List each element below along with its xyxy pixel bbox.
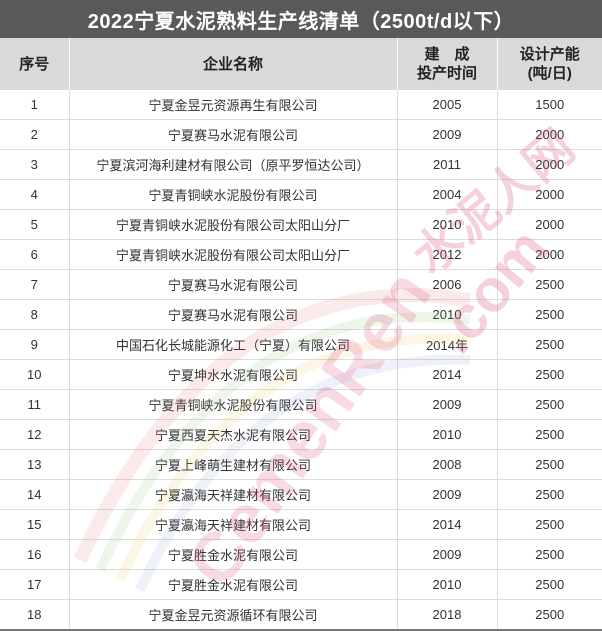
table-row: 12 宁夏西夏天杰水泥有限公司 2010 2500 [0,419,602,450]
cell-col-index: 5 [0,209,70,240]
cell-col-year: 2018 [397,599,498,631]
cell-col-company: 宁夏青铜峡水泥股份有限公司太阳山分厂 [69,239,398,270]
cell-col-index: 13 [0,449,70,480]
header-col-index: 序号 [0,38,70,90]
table-row: 4 宁夏青铜峡水泥股份有限公司 2004 2000 [0,179,602,210]
clinker-line-table: 序号 企业名称建 成投产时间 设计产能 (吨/日) 1 宁夏金昱元资源再生有限公司 200… [0,38,602,631]
cell-col-company: 宁夏青铜峡水泥股份有限公司 [69,389,398,420]
table-row: 7 宁夏赛马水泥有限公司 2006 2500 [0,269,602,300]
cell-col-year: 2014 [397,359,498,390]
table-row: 9 中国石化长城能源化工（宁夏）有限公司 2014年 2500 [0,329,602,360]
cell-col-capacity: 2500 [497,539,602,570]
cell-col-index: 10 [0,359,70,390]
cell-col-capacity: 1500 [497,90,602,120]
cell-col-capacity: 2500 [497,569,602,600]
cell-col-company: 宁夏赛马水泥有限公司 [69,119,398,150]
table-row: 16 宁夏胜金水泥有限公司 2009 2500 [0,539,602,570]
cell-col-company: 宁夏瀛海天祥建材有限公司 [69,509,398,540]
table-row: 18 宁夏金昱元资源循环有限公司 2018 2500 [0,599,602,631]
cell-col-company: 宁夏赛马水泥有限公司 [69,299,398,330]
cell-col-year: 2009 [397,539,498,570]
cell-col-company: 宁夏瀛海天祥建材有限公司 [69,479,398,510]
cell-col-capacity: 2000 [497,209,602,240]
cell-col-year: 2009 [397,389,498,420]
cell-col-capacity: 2500 [497,599,602,631]
cell-col-index: 15 [0,509,70,540]
table-row: 11 宁夏青铜峡水泥股份有限公司 2009 2500 [0,389,602,420]
table-row: 2 宁夏赛马水泥有限公司 2009 2000 [0,119,602,150]
cell-col-year: 2012 [397,239,498,270]
cell-col-company: 宁夏赛马水泥有限公司 [69,269,398,300]
cell-col-index: 11 [0,389,70,420]
cell-col-year: 2010 [397,299,498,330]
cell-col-capacity: 2000 [497,119,602,150]
cell-col-capacity: 2500 [497,269,602,300]
table-row: 5 宁夏青铜峡水泥股份有限公司太阳山分厂 2010 2000 [0,209,602,240]
cell-col-index: 1 [0,90,70,120]
cell-col-year: 2014年 [397,329,498,360]
cell-col-capacity: 2000 [497,239,602,270]
cell-col-year: 2009 [397,479,498,510]
cell-col-company: 宁夏金昱元资源循环有限公司 [69,599,398,631]
cell-col-index: 3 [0,149,70,180]
header-col-company: 企业名称 [69,38,398,90]
cell-col-index: 7 [0,269,70,300]
cell-col-company: 宁夏滨河海利建材有限公司（原平罗恒达公司） [69,149,398,180]
cell-col-year: 2014 [397,509,498,540]
cell-col-capacity: 2500 [497,299,602,330]
header-col-year: 建 成投产时间 [397,38,498,90]
cell-col-index: 18 [0,599,70,631]
cell-col-company: 宁夏金昱元资源再生有限公司 [69,90,398,120]
cell-col-index: 6 [0,239,70,270]
header-col-capacity: 设计产能 (吨/日) [497,38,602,90]
cell-col-index: 9 [0,329,70,360]
cell-col-year: 2010 [397,419,498,450]
cell-col-year: 2004 [397,179,498,210]
cell-col-year: 2008 [397,449,498,480]
table-row: 15 宁夏瀛海天祥建材有限公司 2014 2500 [0,509,602,540]
cell-col-index: 8 [0,299,70,330]
table-row: 8 宁夏赛马水泥有限公司 2010 2500 [0,299,602,330]
cell-col-index: 12 [0,419,70,450]
cell-col-index: 16 [0,539,70,570]
cell-col-year: 2011 [397,149,498,180]
cell-col-index: 14 [0,479,70,510]
cell-col-capacity: 2500 [497,479,602,510]
table-row: 3 宁夏滨河海利建材有限公司（原平罗恒达公司） 2011 2000 [0,149,602,180]
cell-col-capacity: 2500 [497,509,602,540]
cell-col-company: 宁夏坤水水泥有限公司 [69,359,398,390]
cell-col-index: 17 [0,569,70,600]
cell-col-capacity: 2000 [497,179,602,210]
cell-col-capacity: 2000 [497,149,602,180]
cell-col-capacity: 2500 [497,389,602,420]
cell-col-year: 2010 [397,209,498,240]
cell-col-capacity: 2500 [497,329,602,360]
cell-col-company: 宁夏胜金水泥有限公司 [69,539,398,570]
table-row: 10 宁夏坤水水泥有限公司 2014 2500 [0,359,602,390]
table-row: 13 宁夏上峰萌生建材有限公司 2008 2500 [0,449,602,480]
cell-col-capacity: 2500 [497,449,602,480]
cell-col-year: 2005 [397,90,498,120]
header-row: 序号 企业名称建 成投产时间 设计产能 (吨/日) [0,38,602,90]
cell-col-company: 宁夏上峰萌生建材有限公司 [69,449,398,480]
cell-col-company: 中国石化长城能源化工（宁夏）有限公司 [69,329,398,360]
cell-col-company: 宁夏西夏天杰水泥有限公司 [69,419,398,450]
cell-col-capacity: 2500 [497,419,602,450]
cell-col-index: 4 [0,179,70,210]
cell-col-index: 2 [0,119,70,150]
table-row: 1 宁夏金昱元资源再生有限公司 2005 1500 [0,90,602,120]
cell-col-company: 宁夏青铜峡水泥股份有限公司太阳山分厂 [69,209,398,240]
table-title: 2022宁夏水泥熟料生产线清单（2500t/d以下） [0,0,602,38]
cell-col-year: 2006 [397,269,498,300]
cell-col-capacity: 2500 [497,359,602,390]
table-row: 14 宁夏瀛海天祥建材有限公司 2009 2500 [0,479,602,510]
cell-col-company: 宁夏青铜峡水泥股份有限公司 [69,179,398,210]
cell-col-company: 宁夏胜金水泥有限公司 [69,569,398,600]
cell-col-year: 2009 [397,119,498,150]
table-row: 6 宁夏青铜峡水泥股份有限公司太阳山分厂 2012 2000 [0,239,602,270]
cell-col-year: 2010 [397,569,498,600]
table-row: 17 宁夏胜金水泥有限公司 2010 2500 [0,569,602,600]
